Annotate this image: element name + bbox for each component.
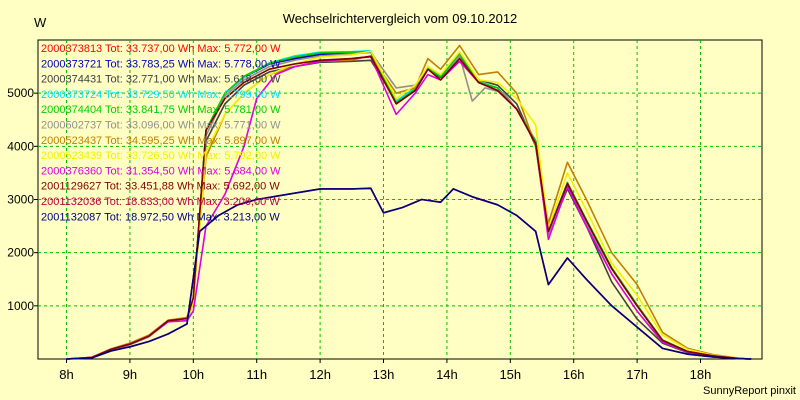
x-tick-label: 17h <box>626 367 648 382</box>
legend-entry-2000373721: 2000373721 Tot: 33.783,25 Wh Max: 5.778,… <box>41 58 281 70</box>
x-tick-label: 11h <box>246 367 267 382</box>
x-tick-label: 8h <box>59 367 73 382</box>
x-tick-label: 16h <box>563 367 585 382</box>
series-lines <box>66 44 752 360</box>
x-tick-label: 15h <box>499 367 521 382</box>
y-tick-label: 4000 <box>7 139 34 153</box>
legend-entry-2000373813: 2000373813 Tot: 33.737,00 Wh Max: 5.772,… <box>41 43 281 55</box>
y-axis-label: W <box>34 15 47 30</box>
legend-entry-2000523437: 2000523437 Tot: 34.595,25 Wh Max: 5.897,… <box>41 135 281 147</box>
x-tick-label: 9h <box>123 367 137 382</box>
x-tick-label: 12h <box>309 367 331 382</box>
y-tick-label: 1000 <box>7 299 34 313</box>
legend-entry-2001132087: 2001132087 Tot: 18.972,50 Wh Max: 3.213,… <box>41 211 280 223</box>
legend-entry-2000523439: 2000523439 Tot: 33.726,50 Wh Max: 5.792,… <box>41 150 281 162</box>
x-tick-label: 13h <box>373 367 395 382</box>
x-axis-ticks: 8h 9h 10h 11h 12h 13h 14h 15h 16h 17h 18h <box>59 359 711 382</box>
x-tick-label: 14h <box>436 367 458 382</box>
chart-title: Wechselrichtervergleich vom 09.10.2012 <box>283 11 518 26</box>
series-line-2001132087 <box>66 187 752 360</box>
y-tick-label: 2000 <box>7 246 34 260</box>
legend-entry-2000374404: 2000374404 Tot: 33.841,75 Wh Max: 5.781,… <box>41 104 281 116</box>
series-line-2000376360 <box>66 55 752 360</box>
legend-entry-2001132036: 2001132036 Tot: 18.833,00 Wh Max: 3.206,… <box>41 196 280 208</box>
x-tick-label: 18h <box>690 367 712 382</box>
legend-entry-2000502737: 2000502737 Tot: 33.096,00 Wh Max: 5.771,… <box>41 120 281 132</box>
footer-credit: SunnyReport pinxit <box>703 385 796 397</box>
y-tick-label: 5000 <box>7 86 34 100</box>
legend-entry-2000376360: 2000376360 Tot: 31.354,50 Wh Max: 5.684,… <box>41 165 281 177</box>
y-tick-label: 3000 <box>7 193 34 207</box>
legend-entry-2000374431: 2000374431 Tot: 32.771,00 Wh Max: 5.618,… <box>41 74 281 86</box>
legend-entry-2001129627: 2001129627 Tot: 33.451,88 Wh Max: 5.692,… <box>41 181 280 193</box>
series-line-2000523437 <box>66 44 752 360</box>
series-line-2001129627 <box>66 55 752 360</box>
legend-entry-2000373724: 2000373724 Tot: 33.729,50 Wh Max: 5.799,… <box>41 89 281 101</box>
x-tick-label: 10h <box>182 367 204 382</box>
legend: 2000373813 Tot: 33.737,00 Wh Max: 5.772,… <box>41 43 281 223</box>
y-axis-ticks: 1000 2000 3000 4000 5000 <box>7 86 38 313</box>
